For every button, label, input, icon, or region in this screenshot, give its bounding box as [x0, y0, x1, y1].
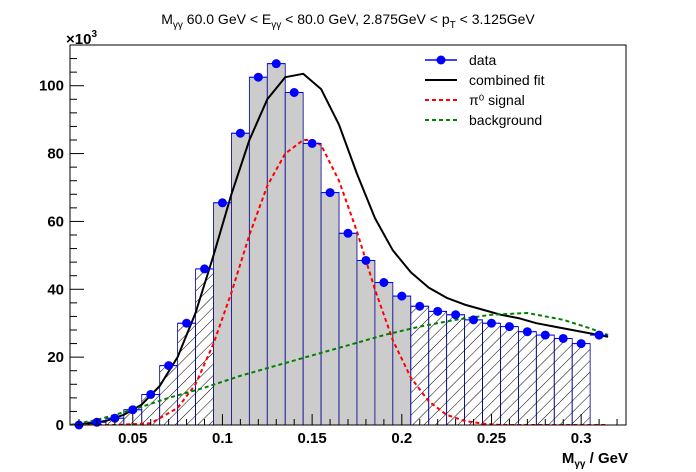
- data-point: [415, 301, 425, 311]
- histogram-bar: [553, 338, 573, 425]
- chart-title: Mγγ 60.0 GeV < Eγγ < 80.0 GeV, 2.875GeV …: [161, 11, 535, 31]
- data-point: [361, 255, 371, 265]
- data-point: [289, 88, 299, 97]
- legend-label: π⁰ signal: [469, 92, 525, 108]
- histogram-bar: [517, 331, 537, 425]
- data-point: [486, 318, 496, 328]
- histogram-bars: [87, 63, 591, 425]
- data-point: [522, 327, 532, 337]
- y-tick-label: 40: [47, 281, 64, 298]
- data-point: [451, 310, 461, 320]
- data-point: [576, 339, 586, 349]
- data-point: [504, 322, 514, 332]
- fit-curves: [70, 72, 609, 425]
- data-point: [540, 330, 550, 340]
- histogram-bar: [446, 314, 465, 425]
- histogram-bar: [195, 268, 214, 425]
- data-point: [271, 59, 281, 69]
- data-point: [182, 318, 192, 328]
- histogram-bar: [266, 63, 286, 425]
- y-axis: 0 20 40 60 80 100: [39, 44, 84, 434]
- x-axis-label: Mγγ / GeV: [562, 450, 628, 470]
- y-tick-label: 20: [47, 349, 64, 366]
- x-tick-label: 0.05: [118, 430, 147, 447]
- data-point: [379, 278, 389, 287]
- legend-marker-data: [436, 55, 446, 65]
- data-point: [164, 361, 174, 371]
- data-point: [397, 291, 407, 301]
- x-axis-label-text: Mγγ / GeV: [562, 450, 628, 470]
- histogram-bar: [535, 334, 555, 425]
- histogram-bar: [338, 232, 358, 425]
- histogram-bar: [374, 282, 394, 425]
- series-line-signal: [70, 139, 609, 425]
- histogram-bar: [320, 192, 340, 425]
- x-axis: 0.05 0.1 0.15 0.2 0.25 0.3: [78, 414, 618, 447]
- y-tick-label: 100: [39, 78, 64, 95]
- y-tick-label: 80: [47, 146, 64, 163]
- histogram-bar: [500, 326, 519, 425]
- legend-label: background: [469, 112, 542, 128]
- data-point: [200, 264, 210, 274]
- histogram-bar: [410, 305, 430, 425]
- data-point: [469, 315, 479, 325]
- data-point: [325, 188, 335, 198]
- legend: data combined fit π⁰ signal background: [425, 52, 545, 128]
- data-point: [433, 306, 443, 316]
- y-axis-multiplier: ×103: [66, 29, 97, 48]
- x-tick-label: 0.1: [212, 430, 233, 447]
- y-tick-label: 0: [56, 417, 64, 434]
- series-line-background: [70, 312, 609, 425]
- data-point: [307, 138, 317, 148]
- y-tick-label: 60: [47, 213, 64, 230]
- histogram-bar: [464, 319, 483, 425]
- legend-label: combined fit: [469, 72, 545, 88]
- data-point: [110, 413, 120, 423]
- data-point: [128, 405, 138, 415]
- x-tick-label: 0.2: [391, 430, 412, 447]
- histogram-bar: [302, 142, 322, 425]
- histogram-bar: [482, 322, 501, 425]
- histogram-bar: [213, 202, 232, 425]
- title-text: Mγγ 60.0 GeV < Eγγ < 80.0 GeV, 2.875GeV …: [161, 11, 535, 31]
- data-points: [70, 59, 609, 430]
- data-point: [146, 389, 156, 399]
- data-point: [253, 72, 263, 82]
- data-point: [594, 330, 604, 340]
- y-multiplier-text: ×103: [66, 29, 97, 48]
- data-point: [217, 198, 227, 208]
- x-tick-label: 0.3: [571, 430, 592, 447]
- histogram-bar: [177, 322, 196, 425]
- histogram-bar: [571, 343, 591, 425]
- data-point: [558, 333, 568, 343]
- data-point: [343, 228, 353, 238]
- x-tick-label: 0.15: [298, 430, 327, 447]
- legend-label: data: [469, 52, 496, 68]
- x-tick-label: 0.25: [477, 430, 506, 447]
- histogram-bar: [231, 132, 250, 425]
- series-line-combinedfit: [70, 72, 609, 425]
- data-point: [235, 128, 245, 138]
